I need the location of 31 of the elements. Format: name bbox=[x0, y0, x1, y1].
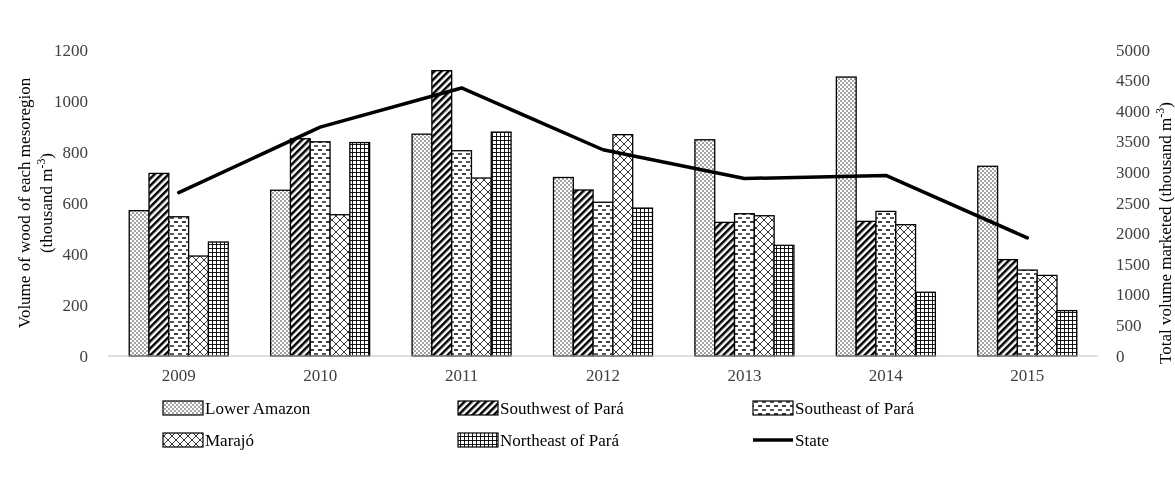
y2-tick-label: 1000 bbox=[1116, 285, 1150, 305]
y2-tick-label: 4000 bbox=[1116, 101, 1150, 121]
y-tick-label: 200 bbox=[62, 295, 88, 315]
y2-tick-label: 500 bbox=[1116, 315, 1142, 335]
y-tick-label: 1000 bbox=[54, 91, 88, 111]
legend-label: Northeast of Pará bbox=[500, 430, 620, 450]
y-tick-label: 0 bbox=[79, 346, 88, 366]
y2-tick-label: 4500 bbox=[1116, 71, 1150, 91]
y-tick-label: 600 bbox=[62, 193, 88, 213]
y2-tick-label: 3500 bbox=[1116, 132, 1150, 152]
y2-tick-label: 5000 bbox=[1116, 40, 1150, 60]
x-tick-label: 2013 bbox=[727, 366, 762, 385]
x-tick-label: 2015 bbox=[1010, 366, 1045, 385]
x-tick-label: 2009 bbox=[161, 366, 196, 385]
y-tick-label: 400 bbox=[62, 244, 88, 264]
y2-tick-label: 3000 bbox=[1116, 162, 1150, 182]
y-tick-label: 800 bbox=[62, 142, 88, 162]
y2-tick-label: 2000 bbox=[1116, 224, 1150, 244]
legend-label: Southwest of Pará bbox=[500, 398, 625, 418]
legend-label: Lower Amazon bbox=[205, 398, 311, 418]
legend-label: Southeast of Pará bbox=[795, 398, 915, 418]
y2-tick-label: 0 bbox=[1116, 346, 1125, 366]
x-tick-label: 2011 bbox=[444, 366, 479, 385]
y2-tick-label: 1500 bbox=[1116, 254, 1150, 274]
x-tick-label: 2010 bbox=[303, 366, 338, 385]
y2-tick-label: 2500 bbox=[1116, 193, 1150, 213]
legend-label: Marajó bbox=[205, 430, 255, 450]
x-tick-label: 2014 bbox=[868, 366, 904, 385]
legend-label: State bbox=[795, 430, 829, 450]
x-tick-label: 2012 bbox=[586, 366, 620, 385]
y-tick-label: 1200 bbox=[54, 40, 88, 60]
